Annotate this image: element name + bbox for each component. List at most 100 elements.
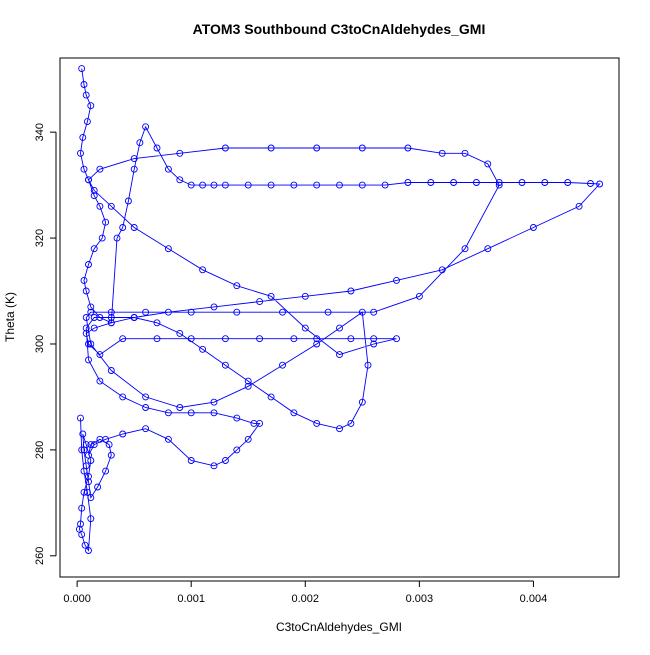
data-point (358, 181, 366, 189)
data-point (83, 488, 91, 496)
data-point (82, 287, 90, 295)
data-point (336, 351, 343, 359)
data-point (461, 245, 469, 253)
data-point (256, 298, 264, 306)
data-point (79, 133, 87, 141)
data-point (87, 457, 95, 464)
x-tick-label: 0.001 (177, 593, 205, 605)
data-point (233, 308, 241, 316)
data-point (85, 478, 92, 486)
data-point (529, 224, 537, 231)
data-point (290, 409, 298, 417)
data-point (324, 308, 332, 316)
y-axis-label: Theta (K) (3, 292, 17, 342)
data-point (313, 144, 321, 152)
data-point (85, 356, 92, 364)
data-point (176, 149, 184, 157)
x-axis: 0.000 0.001 0.002 0.003 0.004 (63, 580, 547, 605)
data-point (107, 314, 115, 321)
data-point (575, 202, 583, 210)
data-point (80, 165, 88, 173)
data-point (124, 197, 132, 205)
data-point (313, 419, 321, 427)
data-point (210, 181, 218, 189)
data-point (90, 324, 98, 332)
data-point (404, 179, 412, 186)
data-point (336, 181, 343, 189)
data-point (221, 335, 229, 343)
data-point (82, 91, 90, 99)
data-point (187, 409, 195, 417)
data-point (164, 165, 172, 173)
data-point (233, 282, 241, 290)
data-point (96, 202, 104, 210)
data-point (96, 435, 104, 443)
data-point (438, 266, 446, 274)
data-point (233, 414, 241, 422)
data-point (87, 441, 95, 449)
data-point (87, 494, 95, 502)
y-axis: 260 280 300 320 340 (34, 123, 57, 565)
data-point (130, 224, 138, 231)
data-point (587, 180, 594, 187)
data-point (153, 144, 161, 152)
y-tick-label: 300 (34, 335, 46, 353)
x-axis-label: C3toCnAldehydes_GMI (276, 620, 402, 634)
data-point (164, 245, 172, 253)
data-point (364, 361, 372, 369)
data-point (187, 308, 195, 316)
data-point (85, 547, 92, 554)
data-point (347, 287, 355, 295)
data-point (87, 102, 95, 110)
data-point (90, 314, 98, 321)
data-point (87, 515, 95, 523)
data-point (90, 186, 98, 194)
data-point (130, 165, 138, 173)
data-point (96, 351, 104, 359)
data-point (210, 398, 218, 406)
data-point (79, 430, 87, 438)
data-point (130, 314, 138, 321)
data-point (90, 245, 98, 253)
data-point (199, 266, 207, 274)
data-point (102, 467, 110, 475)
data-point (78, 65, 86, 73)
data-point (358, 144, 366, 152)
y-tick-label: 280 (34, 441, 46, 459)
data-point (136, 139, 144, 147)
data-point (81, 541, 89, 549)
data-point (244, 181, 252, 189)
data-point (142, 393, 150, 401)
data-point (244, 382, 252, 390)
data-point (107, 367, 115, 374)
data-point (80, 488, 88, 496)
data-point (393, 276, 400, 284)
data-point (130, 155, 138, 163)
data-point (77, 414, 84, 422)
data-point (83, 118, 91, 126)
data-point (221, 144, 229, 152)
data-point (98, 234, 106, 242)
data-point (90, 441, 98, 449)
data-point (176, 329, 184, 337)
data-point (94, 483, 102, 491)
data-point (142, 404, 150, 411)
data-point (142, 425, 150, 433)
data-point (484, 160, 492, 168)
data-point (119, 335, 127, 343)
data-point (210, 303, 218, 311)
data-point (87, 340, 95, 348)
data-point (210, 462, 218, 470)
data-point (461, 149, 469, 157)
y-tick-label: 340 (34, 123, 46, 141)
data-point (96, 165, 104, 173)
data-point (82, 441, 90, 449)
data-point (301, 292, 309, 300)
data-point (107, 451, 115, 459)
data-point (77, 149, 84, 157)
data-point (78, 531, 86, 539)
data-point (113, 234, 121, 242)
data-point (187, 457, 195, 464)
data-point (381, 181, 389, 189)
